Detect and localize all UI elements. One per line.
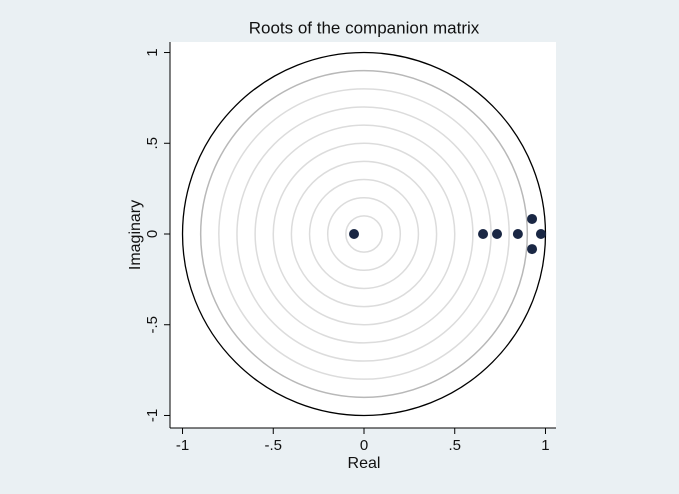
point (512, 229, 523, 240)
point (492, 229, 503, 240)
reference-circle (272, 142, 456, 326)
reference-circle (199, 69, 529, 399)
reference-circle (308, 178, 420, 290)
point (478, 229, 489, 240)
x-tick-label: .5 (448, 437, 461, 454)
chart-title: Roots of the companion matrix (249, 18, 480, 37)
y-tick-label: -.5 (144, 316, 161, 334)
y-tick-label: .5 (144, 137, 161, 150)
x-tick-label: 0 (360, 437, 368, 454)
y-tick-label: -1 (144, 409, 161, 422)
y-tick-label: 1 (144, 48, 161, 56)
x-tick-label: 1 (541, 437, 549, 454)
y-axis-title: Imaginary (127, 200, 144, 270)
reference-circle (345, 215, 383, 253)
reference-circle (254, 124, 474, 344)
reference-circle (326, 196, 402, 272)
x-tick-label: -.5 (265, 437, 283, 454)
y-tick-label: 0 (144, 230, 161, 238)
point (527, 244, 538, 255)
reference-circle (218, 88, 510, 380)
point (527, 213, 538, 224)
reference-circle (290, 160, 438, 308)
x-tick-label: -1 (176, 437, 189, 454)
point (535, 229, 546, 240)
reference-circle (236, 106, 492, 362)
x-axis-title: Real (348, 455, 381, 472)
point (349, 229, 360, 240)
